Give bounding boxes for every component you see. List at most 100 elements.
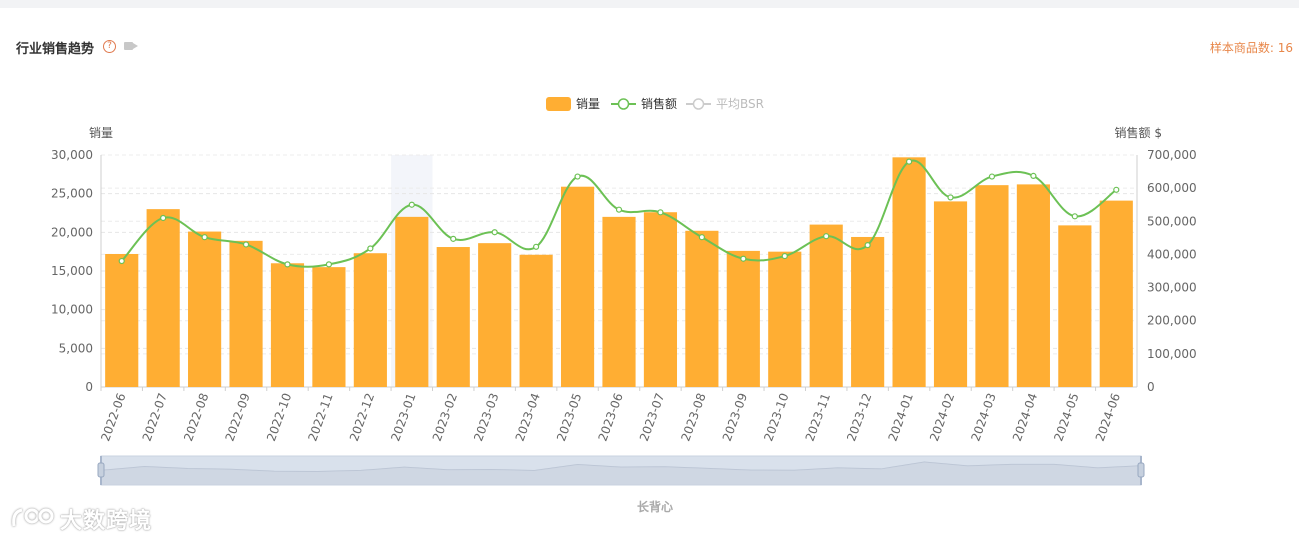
y-axis-left-label: 销量 [89,126,113,140]
bar-2022-12 [353,253,387,387]
x-tick-label: 2024-03 [968,391,998,443]
line-point-2022-11 [325,261,333,268]
y-left-tick-label: 20,000 [51,225,93,239]
slider-preview-area [101,462,1141,485]
x-tick-label: 2022-11 [305,391,335,443]
line-point-2023-12 [864,242,871,249]
y-right-tick-label: 300,000 [1147,281,1197,295]
bar-series[interactable] [105,157,1133,387]
line-point-2022-10 [284,261,291,268]
legend-label: 销量 [576,97,600,111]
sample-count: 样本商品数: 16 [1209,41,1293,55]
line-point-2023-02 [450,235,457,242]
legend-bar-swatch [546,97,571,111]
chart-legend[interactable]: 销量 销售额 平均BSR [546,96,764,111]
bar-2023-09 [726,250,760,387]
bar-2023-10 [768,251,802,387]
x-tick-label: 2022-09 [223,391,253,443]
data-zoom-slider[interactable] [97,455,1145,486]
y-right-tick-label: 0 [1147,380,1155,394]
line-point-2022-06 [118,257,125,265]
legend-label: 销售额 [641,96,677,111]
legend-marker [692,98,705,110]
x-tick-label: 2022-10 [264,391,294,443]
legend-label: 平均BSR [716,97,764,111]
slider-handle-right [1137,462,1145,478]
y-axis-right-ticks: 0 100,000 200,000 300,000 400,000 500,000 600,… [1147,148,1197,394]
line-point-2024-01 [905,158,913,165]
y-axis-right-label: 销售额 $ [1115,125,1162,140]
bar-2023-03 [478,243,512,387]
x-tick-label: 2022-06 [98,391,128,443]
line-point-2022-12 [367,245,374,252]
x-tick-label: 2024-04 [1010,391,1040,443]
line-point-2023-05 [574,173,581,180]
bar-2022-10 [270,263,305,387]
x-tick-label: 2023-08 [678,391,708,443]
bar-2023-12 [851,236,885,387]
video-icon[interactable] [124,42,138,50]
line-point-2023-03 [491,229,498,236]
x-tick-label: 2023-09 [720,391,750,443]
top-bar [0,0,1299,8]
bar-2022-11 [312,267,346,387]
y-axis-left-ticks: 0 5,000 10,000 15,000 20,000 25,000 30,000 [51,148,93,394]
legend-marker [617,98,630,110]
bar-2023-06 [602,216,636,387]
x-tick-label: 2023-02 [430,391,460,443]
legend-item-sales-volume: 销量 [546,97,600,111]
x-tick-label: 2022-12 [347,391,377,443]
line-point-2023-11 [823,233,830,240]
line-point-2023-10 [781,252,788,260]
line-point-2024-03 [988,173,996,180]
bar-2024-05 [1058,225,1092,387]
bar-2023-05 [560,186,595,387]
bar-2024-06 [1099,200,1133,387]
bar-2023-08 [685,230,719,387]
help-icon[interactable]: ? [103,40,116,53]
x-tick-label: 2024-06 [1093,391,1123,443]
page-title: 行业销售趋势 [16,42,95,57]
x-tick-label: 2023-12 [844,391,874,443]
bar-2023-11 [809,224,843,387]
line-point-2023-09 [740,255,747,262]
line-point-2024-04 [1030,172,1037,179]
slider-handle-left [97,462,105,478]
x-axis-ticks: 2022-06 2022-07 2022-08 2022-09 2022-10 2022-… [98,387,1123,443]
y-right-tick-label: 700,000 [1147,148,1197,162]
line-point-2023-08 [698,234,705,241]
line-point-2023-06 [615,206,623,213]
y-left-tick-label: 5,000 [59,341,93,355]
y-left-tick-label: 30,000 [51,148,93,162]
x-tick-label: 2023-11 [803,391,833,443]
y-right-tick-label: 600,000 [1147,181,1197,195]
bar-2023-04 [519,254,553,387]
line-point-2023-07 [657,209,664,216]
sales-amount-points[interactable] [118,158,1120,268]
bar-2022-07 [146,209,180,387]
y-left-tick-label: 15,000 [51,264,93,278]
line-point-2024-02 [947,194,954,201]
y-left-tick-label: 0 [85,380,93,394]
line-point-2024-06 [1113,186,1120,193]
line-point-2023-04 [533,243,540,250]
y-left-tick-label: 25,000 [51,187,93,201]
x-tick-label: 2022-07 [140,391,170,443]
line-point-2022-07 [160,214,167,222]
y-right-tick-label: 100,000 [1147,347,1197,361]
x-tick-label: 2024-01 [886,391,916,443]
x-tick-label: 2022-08 [181,391,211,443]
x-tick-label: 2023-06 [596,391,626,443]
x-tick-label: 2023-04 [513,391,543,443]
legend-item-avg-bsr: 平均BSR [686,97,764,111]
bar-2022-09 [229,240,263,387]
bar-2022-06 [105,253,139,387]
y-left-tick-label: 10,000 [51,303,93,317]
legend-item-sales-amount: 销售额 [611,96,677,111]
x-tick-label: 2023-01 [388,391,418,443]
bar-2022-08 [188,231,222,387]
bar-2023-02 [436,247,470,387]
bar-2024-02 [933,201,968,387]
x-tick-label: 2023-10 [761,391,791,443]
line-point-2024-05 [1071,213,1078,220]
